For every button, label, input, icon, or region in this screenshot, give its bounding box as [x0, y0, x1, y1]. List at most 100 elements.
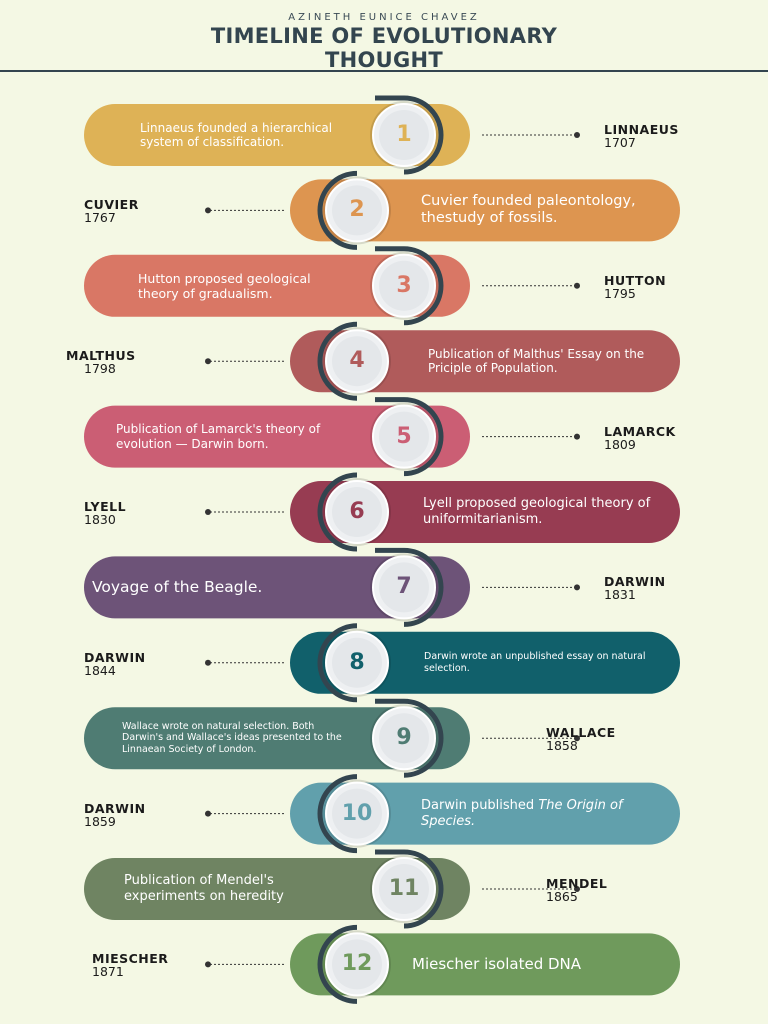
- title-line-1: TIMELINE OF EVOLUTIONARY: [210, 24, 558, 48]
- event-year: 1871: [92, 964, 124, 980]
- timeline-item: [84, 698, 580, 778]
- connector-arc: [317, 472, 358, 552]
- event-number: 10: [341, 800, 373, 826]
- scientist-name: MALTHUS: [66, 348, 136, 364]
- scientist-name: LAMARCK: [604, 423, 676, 439]
- leader-dot: [205, 961, 211, 968]
- connector-arc: [317, 774, 358, 854]
- event-year: 1831: [604, 587, 636, 603]
- timeline-item: [84, 95, 580, 175]
- leader-dot: [205, 509, 211, 515]
- connector-arc: [403, 246, 444, 326]
- scientist-name: MIESCHER: [92, 951, 169, 967]
- leader-dot: [574, 282, 580, 289]
- timeline-item: [84, 849, 580, 929]
- event-pill: [84, 104, 470, 166]
- event-year: 1865: [546, 889, 578, 904]
- event-year: 1844: [84, 662, 116, 678]
- event-number: 5: [396, 423, 412, 449]
- leader-dot: [574, 132, 580, 138]
- event-pill: [290, 330, 680, 393]
- connector-arc: [317, 321, 358, 401]
- event-description: Linnaeus founded a hierarchical system o…: [140, 120, 333, 149]
- timeline-item: [205, 924, 680, 1004]
- event-number: 6: [349, 499, 365, 524]
- event-year: 1795: [604, 285, 636, 301]
- event-description: Voyage of the Beagle.: [92, 578, 263, 597]
- event-number: 9: [396, 725, 412, 751]
- event-pill: [84, 405, 470, 468]
- number-circle-inner: [379, 562, 429, 613]
- number-circle-inner: [332, 788, 382, 839]
- number-circle-inner: [379, 864, 429, 914]
- number-circle-inner: [332, 336, 382, 387]
- title-line-2: THOUGHT: [324, 48, 444, 72]
- number-circle-inner: [332, 185, 382, 236]
- event-year: 1809: [604, 436, 636, 452]
- leader-dot: [574, 735, 580, 742]
- event-pill: [290, 782, 680, 845]
- event-pill: [84, 556, 470, 619]
- event-description: Hutton proposed geological theory of gra…: [138, 270, 311, 301]
- number-circle-inner: [379, 411, 429, 462]
- event-number: 1: [396, 122, 412, 147]
- connector-arc: [403, 397, 444, 477]
- event-pill: [290, 481, 680, 543]
- connector-arc: [403, 547, 444, 627]
- event-year: 1767: [84, 210, 116, 226]
- scientist-name: HUTTON: [604, 272, 667, 288]
- leader-dot: [205, 810, 211, 817]
- timeline-item: [205, 321, 680, 401]
- event-pill: [290, 179, 680, 242]
- scientist-name: DARWIN: [84, 649, 146, 665]
- leader-dot: [574, 584, 580, 591]
- leader-dot: [205, 659, 211, 666]
- number-circle-inner: [332, 939, 382, 990]
- event-pill: [290, 933, 680, 996]
- event-pill: [84, 707, 470, 770]
- title-divider: [0, 70, 768, 72]
- number-circle-inner: [379, 713, 429, 764]
- timeline-item: [205, 623, 680, 703]
- event-number: 8: [349, 649, 365, 675]
- event-number: 12: [341, 951, 373, 977]
- event-year: 1707: [604, 135, 636, 150]
- leader-dot: [205, 358, 211, 365]
- scientist-name: LINNAEUS: [604, 122, 679, 137]
- scientist-name: LYELL: [84, 499, 127, 514]
- scientist-name: WALLACE: [546, 725, 616, 741]
- event-description: Publication of Malthus' Essay on the Pri…: [428, 346, 645, 376]
- leader-dot: [574, 433, 580, 440]
- scientist-name: MENDEL: [546, 876, 608, 891]
- timeline-item: [84, 246, 580, 326]
- number-circle-inner: [379, 110, 429, 160]
- event-description: Darwin published The Origin of Species.: [421, 798, 623, 829]
- connector-arc: [317, 924, 358, 1004]
- event-pill: [290, 631, 680, 694]
- event-description: Darwin wrote an unpublished essay on nat…: [424, 651, 646, 674]
- leader-dot: [574, 886, 580, 892]
- page-title: TIMELINE OF EVOLUTIONARY THOUGHT: [0, 24, 768, 72]
- event-number: 11: [388, 876, 420, 901]
- event-number: 3: [396, 272, 412, 298]
- event-number: 4: [349, 348, 365, 374]
- event-description: Wallace wrote on natural selection. Both…: [122, 721, 342, 755]
- event-year: 1798: [84, 361, 116, 377]
- event-pill: [84, 254, 470, 317]
- connector-arc: [403, 95, 444, 175]
- book-title: The Origin of Species.: [421, 798, 623, 829]
- timeline-item: [205, 472, 680, 552]
- connector-arc: [317, 623, 358, 703]
- number-circle-inner: [332, 637, 382, 688]
- event-year: 1859: [84, 813, 116, 829]
- event-description: Publication of Mendel's experiments on h…: [124, 873, 284, 904]
- scientist-name: CUVIER: [84, 197, 139, 213]
- timeline-item: [84, 547, 580, 627]
- scientist-name: DARWIN: [84, 800, 146, 816]
- leader-dot: [205, 207, 211, 214]
- connector-arc: [403, 698, 444, 778]
- event-number: 7: [396, 574, 412, 600]
- event-description: Publication of Lamarck's theory of evolu…: [116, 422, 321, 451]
- timeline-item: [84, 397, 580, 477]
